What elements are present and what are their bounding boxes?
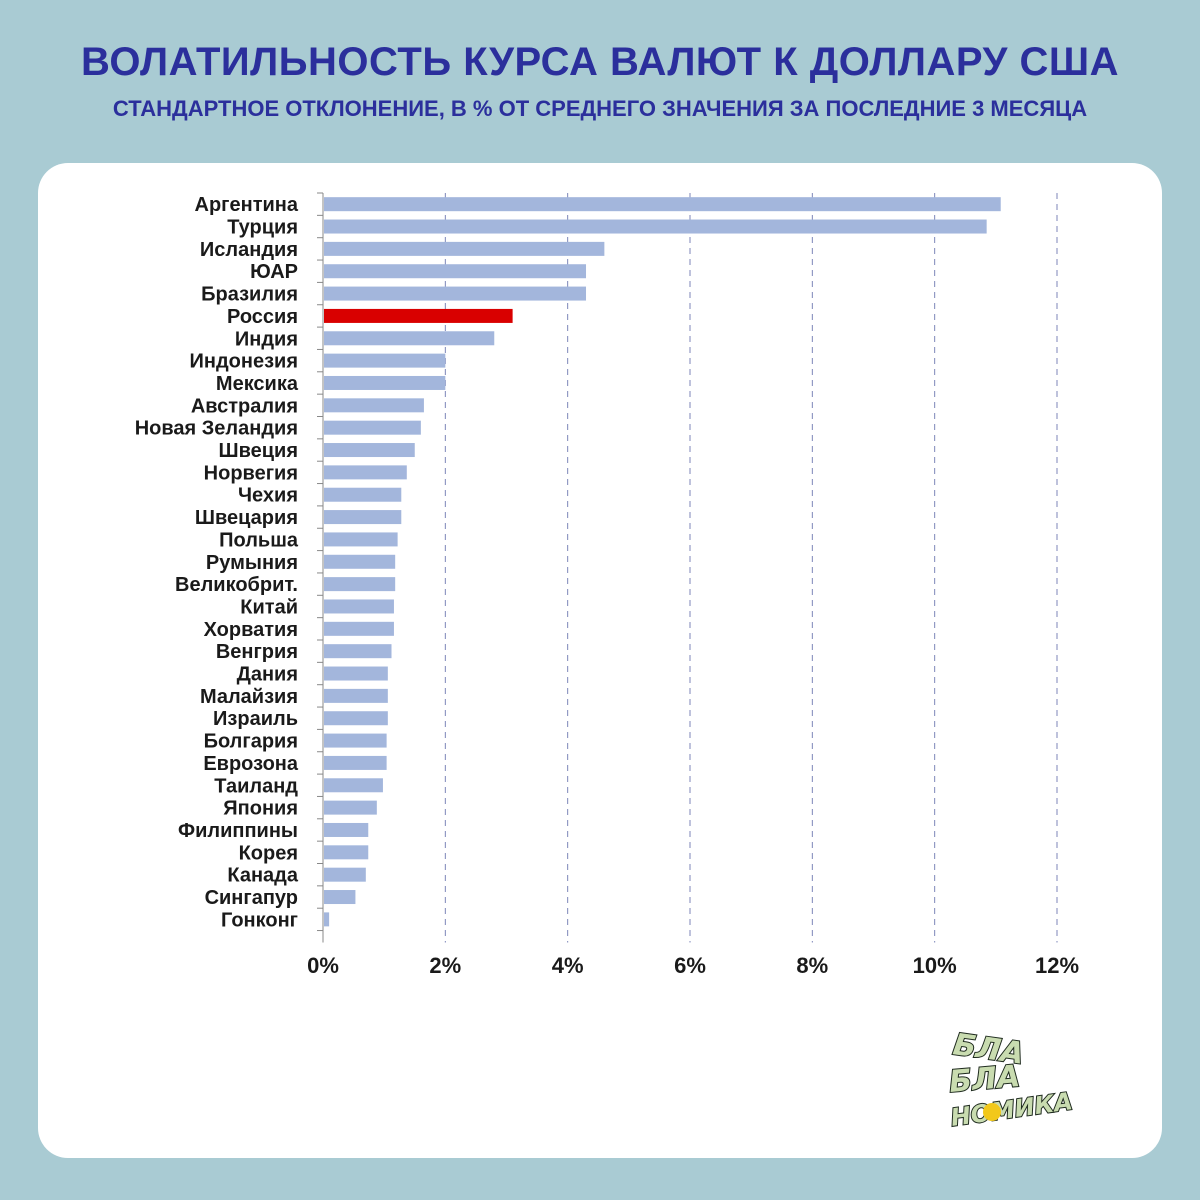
category-label: Япония bbox=[223, 798, 298, 820]
category-label: Бразилия bbox=[201, 284, 298, 306]
x-tick-label: 6% bbox=[674, 953, 706, 978]
bar bbox=[324, 353, 446, 368]
bar bbox=[324, 487, 402, 502]
category-label: Россия bbox=[227, 306, 298, 328]
bar bbox=[324, 711, 388, 726]
category-label: Филиппины bbox=[178, 820, 298, 842]
bar bbox=[324, 755, 387, 770]
category-label: Швецария bbox=[195, 507, 298, 529]
bar bbox=[324, 599, 394, 614]
category-label: Мексика bbox=[216, 373, 299, 395]
category-label: Норвегия bbox=[204, 462, 298, 484]
bar bbox=[324, 420, 421, 435]
x-tick-label: 0% bbox=[307, 953, 339, 978]
bar bbox=[324, 398, 424, 413]
bar bbox=[324, 577, 396, 592]
category-label: Индонезия bbox=[190, 351, 298, 373]
category-label: Чехия bbox=[238, 485, 298, 507]
category-label: Сингапур bbox=[205, 887, 298, 909]
chart-subtitle: СТАНДАРТНОЕ ОТКЛОНЕНИЕ, В % ОТ СРЕДНЕГО … bbox=[112, 96, 1088, 121]
bar bbox=[324, 510, 402, 525]
bar bbox=[324, 375, 446, 390]
category-label: Малайзия bbox=[200, 686, 298, 708]
category-label: Китай bbox=[240, 596, 298, 618]
chart-title: ВОЛАТИЛЬНОСТЬ КУРСА ВАЛЮТ К ДОЛЛАРУ США bbox=[81, 40, 1119, 84]
category-label: Венгрия bbox=[216, 641, 298, 663]
category-label: Исландия bbox=[200, 239, 298, 261]
category-label: Швеция bbox=[218, 440, 298, 462]
category-label: Еврозона bbox=[203, 753, 299, 775]
bar bbox=[324, 688, 388, 703]
bar bbox=[324, 666, 388, 681]
bar bbox=[324, 800, 377, 815]
category-label: Таиланд bbox=[214, 775, 298, 797]
category-label: Дания bbox=[237, 664, 298, 686]
bar bbox=[324, 845, 369, 860]
category-label: Гонконг bbox=[221, 909, 298, 931]
bar bbox=[324, 443, 415, 458]
x-tick-label: 4% bbox=[552, 953, 584, 978]
category-label: Великобрит. bbox=[175, 574, 298, 596]
bar bbox=[324, 554, 396, 569]
chart-card bbox=[38, 163, 1162, 1158]
bar bbox=[324, 286, 587, 301]
category-label: Турция bbox=[227, 217, 298, 239]
bar bbox=[324, 822, 369, 837]
x-tick-label: 2% bbox=[429, 953, 461, 978]
x-tick-label: 12% bbox=[1035, 953, 1079, 978]
bar bbox=[324, 197, 1001, 212]
bar bbox=[324, 778, 383, 793]
category-label: Хорватия bbox=[204, 619, 298, 641]
category-label: Индия bbox=[235, 328, 298, 350]
category-label: Канада bbox=[227, 865, 298, 887]
logo-line-1: БЛА bbox=[951, 1027, 1026, 1072]
x-tick-label: 8% bbox=[796, 953, 828, 978]
bar bbox=[324, 331, 495, 346]
bar bbox=[324, 890, 356, 905]
bar bbox=[324, 644, 392, 659]
bar bbox=[324, 219, 987, 234]
category-label: Израиль bbox=[213, 708, 298, 730]
bar bbox=[324, 733, 387, 748]
bar bbox=[324, 308, 513, 323]
category-label: Польша bbox=[219, 529, 299, 551]
category-label: ЮАР bbox=[250, 261, 298, 283]
category-label: Новая Зеландия bbox=[135, 418, 298, 440]
bar bbox=[324, 241, 605, 256]
bar bbox=[324, 912, 330, 927]
bar bbox=[324, 465, 407, 480]
category-label: Австралия bbox=[191, 395, 298, 417]
category-label: Румыния bbox=[206, 552, 298, 574]
category-label: Корея bbox=[239, 842, 298, 864]
x-tick-label: 10% bbox=[913, 953, 957, 978]
category-label: Аргентина bbox=[195, 194, 299, 216]
bar bbox=[324, 867, 366, 882]
bar bbox=[324, 264, 587, 279]
category-label: Болгария bbox=[204, 731, 298, 753]
bar bbox=[324, 532, 398, 547]
bar bbox=[324, 621, 394, 636]
logo-line-2: БЛА bbox=[948, 1059, 1022, 1100]
logo-sun-dot bbox=[983, 1103, 1001, 1121]
